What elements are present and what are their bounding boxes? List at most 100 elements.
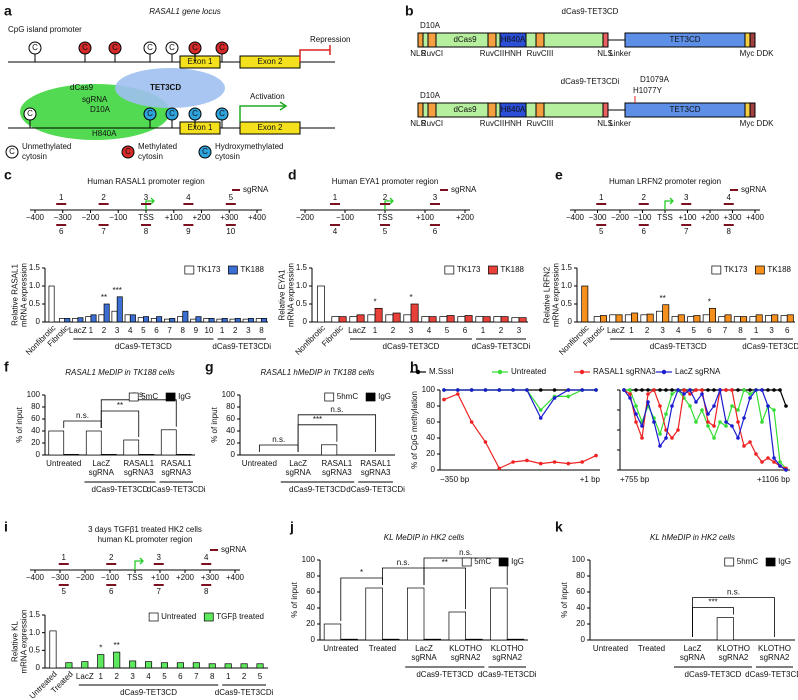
bar xyxy=(771,314,779,323)
point xyxy=(483,440,488,444)
point xyxy=(700,388,704,392)
group-label: dCas9-TET3CD xyxy=(383,342,440,351)
point xyxy=(730,404,734,408)
y-tick-label: 0 xyxy=(303,317,308,326)
x-tick-label: 2 xyxy=(499,326,504,335)
x-tick-label: 4 xyxy=(146,672,151,681)
point xyxy=(784,468,788,472)
bar xyxy=(656,310,663,323)
y-tick-label: 80 xyxy=(426,401,435,410)
cytosine xyxy=(143,107,157,121)
schematic-title: Human LRFN2 promoter region xyxy=(609,177,721,186)
position-label: −200 xyxy=(81,213,100,222)
comparison-bracket xyxy=(382,567,425,585)
point xyxy=(652,420,656,424)
legend-label: Hydroxymethylated xyxy=(215,142,283,151)
tet-label: TET3CD xyxy=(150,83,181,92)
domain-tag: RuvCII xyxy=(480,49,504,58)
comparison-label: ** xyxy=(117,401,123,410)
point xyxy=(712,436,716,440)
x-tick-label: KLOTHO sgRNA2 xyxy=(449,644,482,662)
sgrna-legend-label: sgRNA xyxy=(741,185,767,194)
y-axis-label: mRNA expression xyxy=(20,609,29,673)
x-tick-label: 6 xyxy=(785,326,790,335)
bar xyxy=(242,318,249,323)
group-label: dCas9-TET3CDi xyxy=(745,670,798,679)
x-tick-label: 7 xyxy=(194,672,199,681)
domain-tag: DDK xyxy=(757,119,775,128)
bar xyxy=(755,314,763,323)
tet-shape xyxy=(115,68,225,108)
bar xyxy=(421,316,430,323)
y-axis-label: mRNA expression xyxy=(287,263,296,327)
y-tick-label: 1.0 xyxy=(296,281,308,290)
legend-swatch xyxy=(461,557,472,567)
point xyxy=(634,420,638,424)
x-tick-label: RASAL1 sgRNA3 xyxy=(123,459,154,477)
comparison-bracket xyxy=(692,597,775,637)
position-label: −400 xyxy=(26,573,45,582)
point xyxy=(676,388,680,392)
point xyxy=(469,420,474,424)
bar xyxy=(113,651,121,669)
bar xyxy=(247,318,254,323)
panel-letter: j xyxy=(289,519,294,535)
legend-label: TK188 xyxy=(767,265,791,274)
x-tick-label: 3 xyxy=(660,326,665,335)
x-tick-label: 6 xyxy=(463,326,468,335)
bar xyxy=(439,316,448,323)
point xyxy=(706,388,710,392)
y-tick-label: 1.5 xyxy=(29,263,41,272)
tag xyxy=(744,32,751,48)
domain-label: TET3CD xyxy=(669,105,700,114)
domain-label: TET3CD xyxy=(669,35,700,44)
tag xyxy=(749,102,756,118)
x-tick-label: 6 xyxy=(178,672,183,681)
exon xyxy=(179,121,221,135)
point xyxy=(594,453,598,458)
x-tick-label: 1 xyxy=(481,326,486,335)
series-line xyxy=(444,389,596,420)
x-tick-label: 3 xyxy=(769,326,774,335)
significance: ** xyxy=(660,294,666,303)
tss-arrow xyxy=(384,197,394,210)
point xyxy=(646,400,650,404)
point xyxy=(497,466,502,471)
y-tick-label: 80 xyxy=(306,571,315,580)
legend-label: cytosin xyxy=(215,152,240,161)
point xyxy=(670,436,674,440)
x-tick-label: 8 xyxy=(259,326,264,335)
subdomain xyxy=(535,102,545,118)
comparison-label: *** xyxy=(708,598,717,607)
cytosine xyxy=(165,107,179,121)
x-tick-label: 3 xyxy=(517,326,522,335)
bar xyxy=(59,318,66,323)
bar xyxy=(234,318,241,323)
group-label: dCas9-TET3CDi xyxy=(346,485,405,494)
point xyxy=(694,400,698,404)
significance: * xyxy=(373,297,376,306)
sgrna-number: 4 xyxy=(727,193,732,202)
bar xyxy=(63,454,80,456)
group-label: dCas9-TET3CD xyxy=(416,670,473,679)
x-tick-label: Treated xyxy=(638,644,665,653)
tag xyxy=(749,32,756,48)
point xyxy=(772,388,776,392)
bar xyxy=(780,315,788,323)
sgrna-number: 10 xyxy=(226,227,235,236)
bar xyxy=(203,318,210,323)
significance: ** xyxy=(114,641,120,650)
point xyxy=(760,388,764,392)
point xyxy=(483,388,488,392)
y-axis-label: Relative RASAL1 xyxy=(11,264,20,326)
x-tick-label: 1 xyxy=(89,326,94,335)
point xyxy=(748,388,752,392)
point xyxy=(748,392,752,396)
legend-label: cytosin xyxy=(22,152,47,161)
legend-label: cytosin xyxy=(138,152,163,161)
cytosine xyxy=(215,41,229,55)
bar xyxy=(98,314,105,323)
position-label: −100 xyxy=(101,573,120,582)
legend-swatch xyxy=(711,265,722,275)
legend-label: Untreated xyxy=(161,612,196,621)
